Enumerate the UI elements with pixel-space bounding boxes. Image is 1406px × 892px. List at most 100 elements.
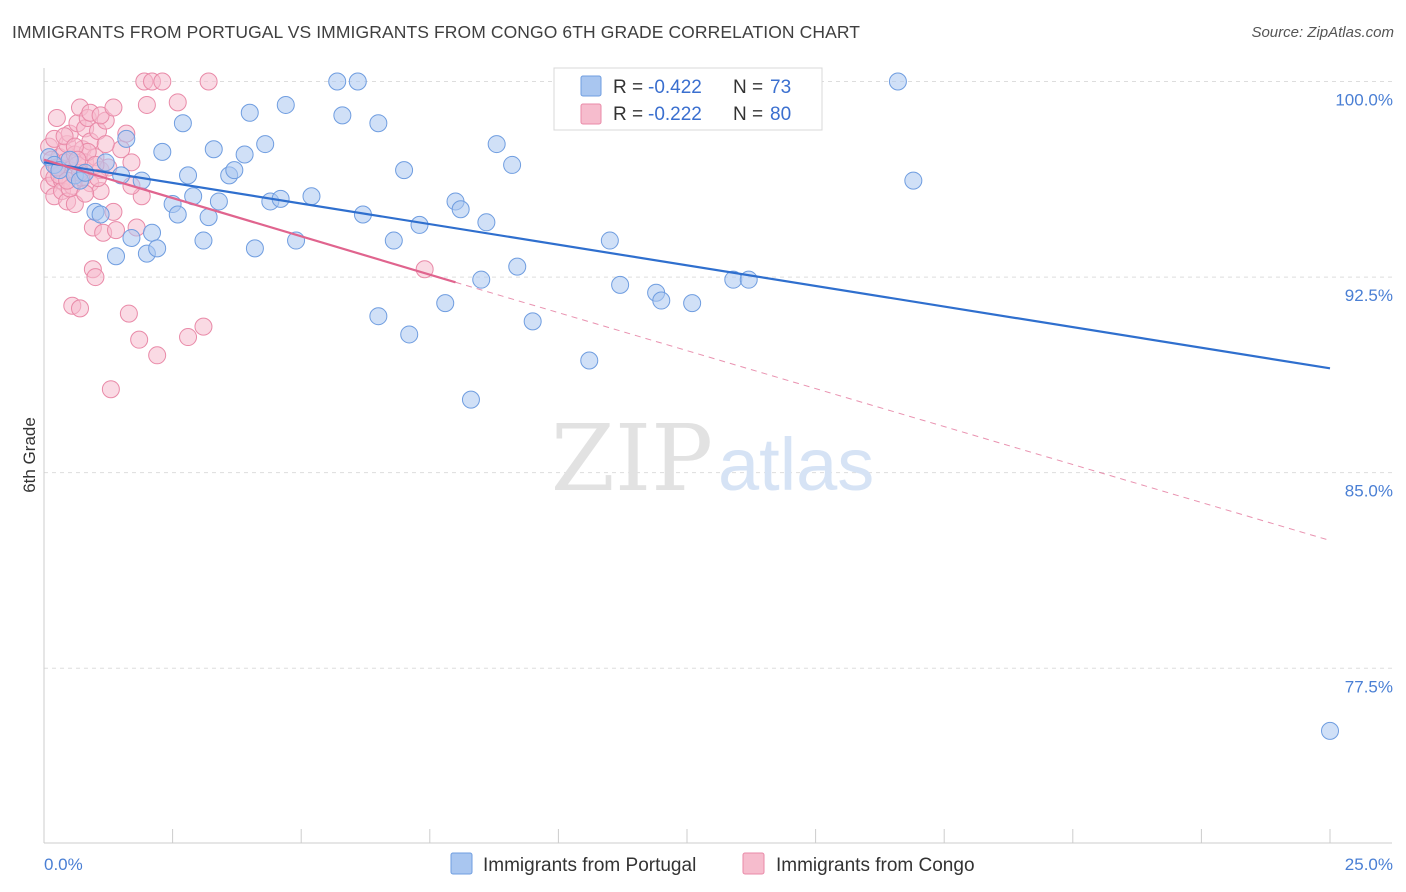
congo-point [101, 380, 120, 399]
portugal-point [503, 155, 522, 174]
portugal-point [472, 270, 491, 289]
y-tick-label: 100.0% [1335, 90, 1393, 109]
stats-legend: R = -0.422 N = 73 R = -0.222 N = 80 [553, 67, 823, 131]
y-tick-label: 85.0% [1345, 482, 1393, 501]
y-axis-label: 6th Grade [20, 417, 39, 493]
portugal-point [107, 247, 126, 266]
portugal-point [245, 239, 264, 258]
portugal-point [91, 205, 110, 224]
portugal-point [328, 72, 347, 91]
congo-point [71, 299, 90, 318]
portugal-point [256, 135, 275, 154]
portugal-point [173, 114, 192, 133]
portugal-point [179, 166, 198, 185]
portugal-point [302, 187, 321, 206]
portugal-point [395, 161, 414, 180]
watermark-atlas: atlas [718, 423, 874, 506]
congo-point [199, 72, 218, 91]
portugal-n-value: 73 [770, 77, 791, 98]
congo-point [137, 95, 156, 114]
portugal-point [225, 161, 244, 180]
portugal-point [168, 205, 187, 224]
congo-point [168, 93, 187, 112]
congo-point [107, 221, 126, 240]
portugal-point [487, 135, 506, 154]
portugal-r-value: -0.422 [648, 77, 702, 98]
portugal-point [888, 72, 907, 91]
congo-point [130, 330, 149, 349]
portugal-point [204, 140, 223, 159]
gridlines [44, 80, 1392, 669]
legend-congo-swatch [742, 852, 765, 875]
congo-point [119, 304, 138, 323]
congo-point [122, 153, 141, 172]
axes [43, 68, 1392, 844]
congo-point [153, 72, 172, 91]
congo-trendline [43, 158, 456, 284]
portugal-point [384, 231, 403, 250]
congo-point [148, 346, 167, 365]
legend-congo-label: Immigrants from Congo [776, 855, 975, 876]
congo-point [47, 108, 66, 127]
congo-n-label: N = [733, 104, 763, 125]
portugal-point [461, 390, 480, 409]
portugal-point [369, 114, 388, 133]
trendlines [43, 158, 1331, 541]
portugal-point [122, 228, 141, 247]
congo-point [194, 317, 213, 336]
chart-title: IMMIGRANTS FROM PORTUGAL VS IMMIGRANTS F… [12, 22, 861, 42]
portugal-point [410, 215, 429, 234]
congo-point [104, 98, 123, 117]
portugal-point [333, 106, 352, 125]
bottom-legend: Immigrants from Portugal Immigrants from… [450, 852, 975, 876]
portugal-point [194, 231, 213, 250]
x-tick-label-start: 0.0% [44, 855, 83, 874]
watermark: ZIP atlas [551, 405, 874, 512]
portugal-trendline [43, 161, 1331, 370]
portugal-point [96, 153, 115, 172]
y-tick-label: 92.5% [1345, 286, 1393, 305]
portugal-r-label: R = [613, 77, 643, 98]
portugal-point [1321, 721, 1339, 740]
portugal-point [451, 200, 470, 219]
portugal-point [117, 129, 136, 148]
portugal-point [148, 239, 167, 258]
portugal-point [369, 307, 388, 326]
portugal-point [153, 142, 172, 161]
chart-source: Source: ZipAtlas.com [1251, 24, 1394, 41]
portugal-point [683, 294, 702, 313]
portugal-point [235, 145, 254, 164]
congo-trendline-extension [455, 281, 1331, 541]
portugal-point [611, 275, 630, 294]
portugal-point [580, 351, 599, 370]
congo-r-label: R = [613, 104, 643, 125]
portugal-point [904, 171, 923, 190]
portugal-point [400, 325, 419, 344]
portugal-point [209, 192, 228, 211]
portugal-point [143, 223, 162, 242]
congo-point [86, 268, 105, 287]
portugal-swatch [580, 75, 602, 97]
portugal-point [240, 103, 259, 122]
legend-portugal-swatch [450, 852, 473, 875]
tick-labels: 100.0% 92.5% 85.0% 77.5% 0.0% 25.0% [44, 90, 1393, 874]
portugal-n-label: N = [733, 77, 763, 98]
y-tick-label: 77.5% [1345, 677, 1393, 696]
portugal-point [523, 312, 542, 331]
portugal-point [477, 213, 496, 232]
congo-swatch [580, 103, 602, 125]
portugal-point [508, 257, 527, 276]
portugal-point [276, 95, 295, 114]
congo-point [96, 135, 115, 154]
congo-n-value: 80 [770, 104, 791, 125]
portugal-point [348, 72, 367, 91]
congo-point [179, 328, 198, 347]
watermark-zip: ZIP [551, 405, 713, 512]
congo-r-value: -0.222 [648, 104, 702, 125]
portugal-point [436, 294, 455, 313]
portugal-point [652, 291, 671, 310]
portugal-point [600, 231, 619, 250]
legend-portugal-label: Immigrants from Portugal [483, 855, 696, 876]
x-tick-label-end: 25.0% [1345, 855, 1393, 874]
